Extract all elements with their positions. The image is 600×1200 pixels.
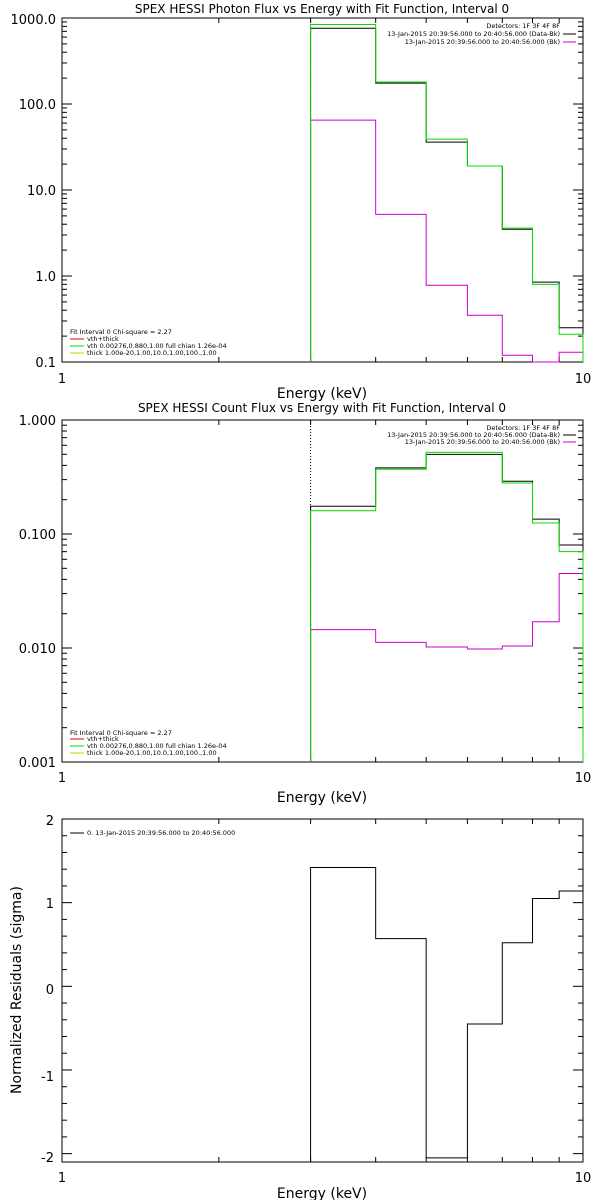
photon-x-axis-label: Energy (keV) (277, 386, 367, 402)
photon-legend-bk-label: 13-Jan-2015 20:39:56.000 to 20:40:56.000… (405, 38, 560, 46)
residuals-series-group (310, 867, 583, 1162)
residuals-ytick-neg2: -2 (41, 1151, 54, 1166)
count-detectors-label: Detectors: 1F 3F 4F 8F (486, 424, 560, 432)
photon-legend-thick-label: thick 1.00e-20,1.00,10.0,1.00,100.,1.00 (87, 349, 217, 357)
count-axis-ticks (61, 419, 584, 763)
photon-ytick-1: 1.0 (35, 270, 56, 285)
count-legend-sum-label: vth+thick (87, 735, 119, 743)
residuals-xtick-10: 10 (575, 1171, 592, 1186)
residuals-plot-frame (61, 818, 584, 1163)
residuals-x-axis-label: Energy (keV) (277, 1186, 367, 1200)
count-x-axis-label: Energy (keV) (277, 790, 367, 806)
count-flux-panel: SPEX HESSI Count Flux vs Energy with Fit… (19, 401, 591, 806)
count-ytick-3: 1.000 (19, 414, 56, 429)
photon-ytick-0: 0.1 (35, 356, 56, 371)
photon-legend-bottom: Fit Interval 0 Chi-square = 2.27 vth+thi… (70, 328, 227, 357)
photon-legend-vth-label: vth 0.00276,0.880,1.00 full chian 1.26e-… (87, 342, 227, 350)
photon-panel-title: SPEX HESSI Photon Flux vs Energy with Fi… (135, 2, 509, 16)
count-fit-header: Fit Interval 0 Chi-square = 2.27 (70, 729, 172, 737)
photon-legend-sum-label: vth+thick (87, 335, 119, 343)
photon-xtick-1: 1 (58, 372, 66, 387)
photon-ytick-2: 10.0 (27, 184, 56, 199)
count-ytick-1: 0.010 (19, 642, 56, 657)
count-ytick-0: 0.001 (19, 756, 56, 771)
photon-flux-panel: SPEX HESSI Photon Flux vs Energy with Fi… (11, 2, 592, 402)
photon-detectors-label: Detectors: 1F 3F 4F 8F (486, 22, 560, 30)
count-series-background (310, 573, 584, 762)
residuals-legend-label: 0. 13-Jan-2015 20:39:56.000 to 20:40:56.… (87, 829, 235, 837)
count-series-fit (310, 451, 584, 762)
count-legend-bk-label: 13-Jan-2015 20:39:56.000 to 20:40:56.000… (405, 438, 560, 446)
residuals-legend: 0. 13-Jan-2015 20:39:56.000 to 20:40:56.… (70, 829, 235, 837)
photon-series-fit (310, 24, 584, 362)
residuals-ytick-2: 2 (46, 814, 54, 829)
photon-series-group (310, 18, 584, 363)
count-legend-vth-label: vth 0.00276,0.880,1.00 full chian 1.26e-… (87, 742, 227, 750)
photon-legend-top: Detectors: 1F 3F 4F 8F 13-Jan-2015 20:39… (387, 22, 576, 46)
photon-xtick-10: 10 (575, 372, 592, 387)
residuals-panel: -2 -1 0 1 2 1 10 Energy (keV) Normalized… (9, 814, 591, 1200)
count-panel-title: SPEX HESSI Count Flux vs Energy with Fit… (138, 401, 506, 415)
residuals-y-axis-label: Normalized Residuals (sigma) (9, 886, 25, 1094)
count-legend-bottom: Fit Interval 0 Chi-square = 2.27 vth+thi… (70, 729, 227, 757)
residuals-ytick-neg1: -1 (41, 1070, 54, 1085)
count-legend-top: Detectors: 1F 3F 4F 8F 13-Jan-2015 20:39… (387, 424, 576, 446)
count-legend-thick-label: thick 1.00e-20,1.00,10.0,1.00,100.,1.00 (87, 749, 217, 757)
residuals-ytick-0: 0 (46, 983, 54, 998)
photon-axis-ticks (61, 17, 584, 363)
count-ytick-2: 0.100 (19, 528, 56, 543)
residuals-axis-ticks (61, 818, 584, 1162)
photon-series-background (310, 119, 584, 363)
count-series-group (310, 420, 584, 762)
residuals-ytick-1: 1 (46, 897, 54, 912)
photon-ytick-3: 100.0 (19, 98, 56, 113)
photon-legend-data-label: 13-Jan-2015 20:39:56.000 to 20:40:56.000… (387, 30, 560, 38)
photon-ytick-4: 1000.0 (11, 13, 57, 28)
count-xtick-1: 1 (58, 771, 66, 786)
count-xtick-10: 10 (575, 771, 592, 786)
count-legend-data-label: 13-Jan-2015 20:39:56.000 to 20:40:56.000… (387, 431, 560, 439)
residuals-xtick-1: 1 (58, 1171, 66, 1186)
residuals-series-data (310, 867, 583, 1162)
photon-fit-header: Fit Interval 0 Chi-square = 2.27 (70, 328, 172, 336)
